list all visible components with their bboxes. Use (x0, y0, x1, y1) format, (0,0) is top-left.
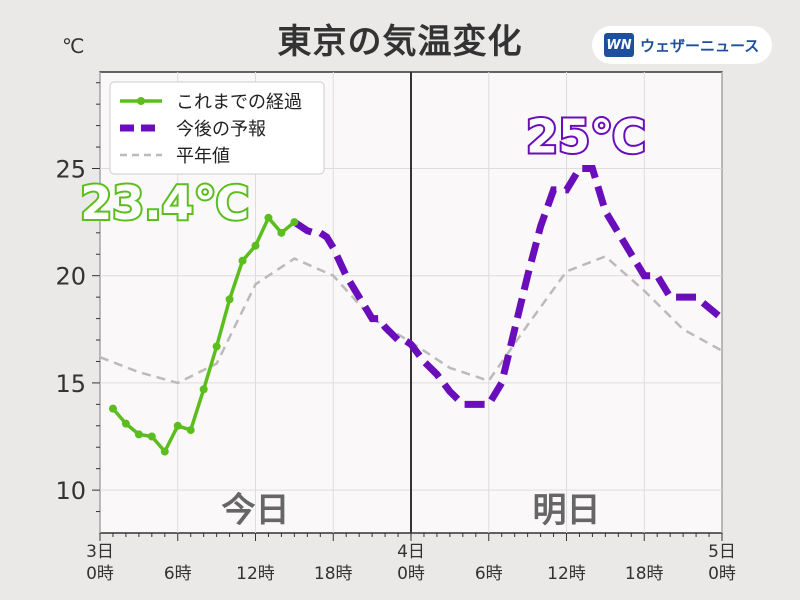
y-tick-label: 15 (55, 370, 86, 398)
observed-point (160, 447, 169, 456)
x-tick-label: 3日 (86, 542, 114, 562)
legend-swatch-marker (137, 97, 145, 105)
observed-point (121, 419, 130, 428)
series-forecast-line (292, 164, 725, 408)
observed-point (251, 241, 260, 250)
observed-point (225, 295, 234, 304)
x-tick-label: 4日 (397, 542, 425, 562)
y-unit-label: ℃ (62, 34, 85, 58)
x-tick-label: 12時 (547, 564, 586, 584)
y-tick-label: 25 (55, 155, 86, 183)
x-tick-label: 0時 (86, 564, 114, 584)
legend-label: 平年値 (176, 146, 230, 167)
observed-point (277, 228, 286, 237)
observed-point (186, 426, 195, 435)
x-tick-label: 6時 (164, 564, 192, 584)
legend-label: 今後の予報 (176, 119, 266, 140)
legend-box (109, 81, 325, 175)
x-tick-label: 5日 (708, 542, 736, 562)
observed-point (238, 256, 247, 265)
day-label: 今日 (222, 490, 290, 530)
observed-point (147, 432, 156, 441)
x-tick-label: 6時 (475, 564, 503, 584)
x-tick-label: 18時 (625, 564, 664, 584)
x-tick-label: 0時 (397, 564, 425, 584)
x-tick-label: 18時 (314, 564, 353, 584)
x-tick-label: 0時 (708, 564, 736, 584)
y-tick-label: 20 (55, 263, 86, 291)
observed-point (264, 213, 273, 222)
observed-point (290, 218, 299, 227)
x-tick-label: 12時 (236, 564, 275, 584)
observed-point (173, 421, 182, 430)
observed-point (199, 385, 208, 394)
brand-badge: WN ウェザーニュース (592, 26, 772, 64)
y-tick-label: 10 (55, 477, 86, 505)
observed-point (108, 404, 117, 413)
brand-name: ウェザーニュース (640, 36, 760, 55)
weathernews-logo-icon: WN (604, 33, 634, 57)
annotation-observed-max: 23.4℃ (80, 176, 249, 230)
legend-label: これまでの経過 (176, 92, 302, 113)
chart-title: 東京の気温変化 (277, 22, 523, 62)
day-label: 明日 (533, 490, 601, 530)
annotation-forecast-max: 25℃ (526, 109, 646, 163)
observed-point (134, 430, 143, 439)
observed-point (212, 342, 221, 351)
